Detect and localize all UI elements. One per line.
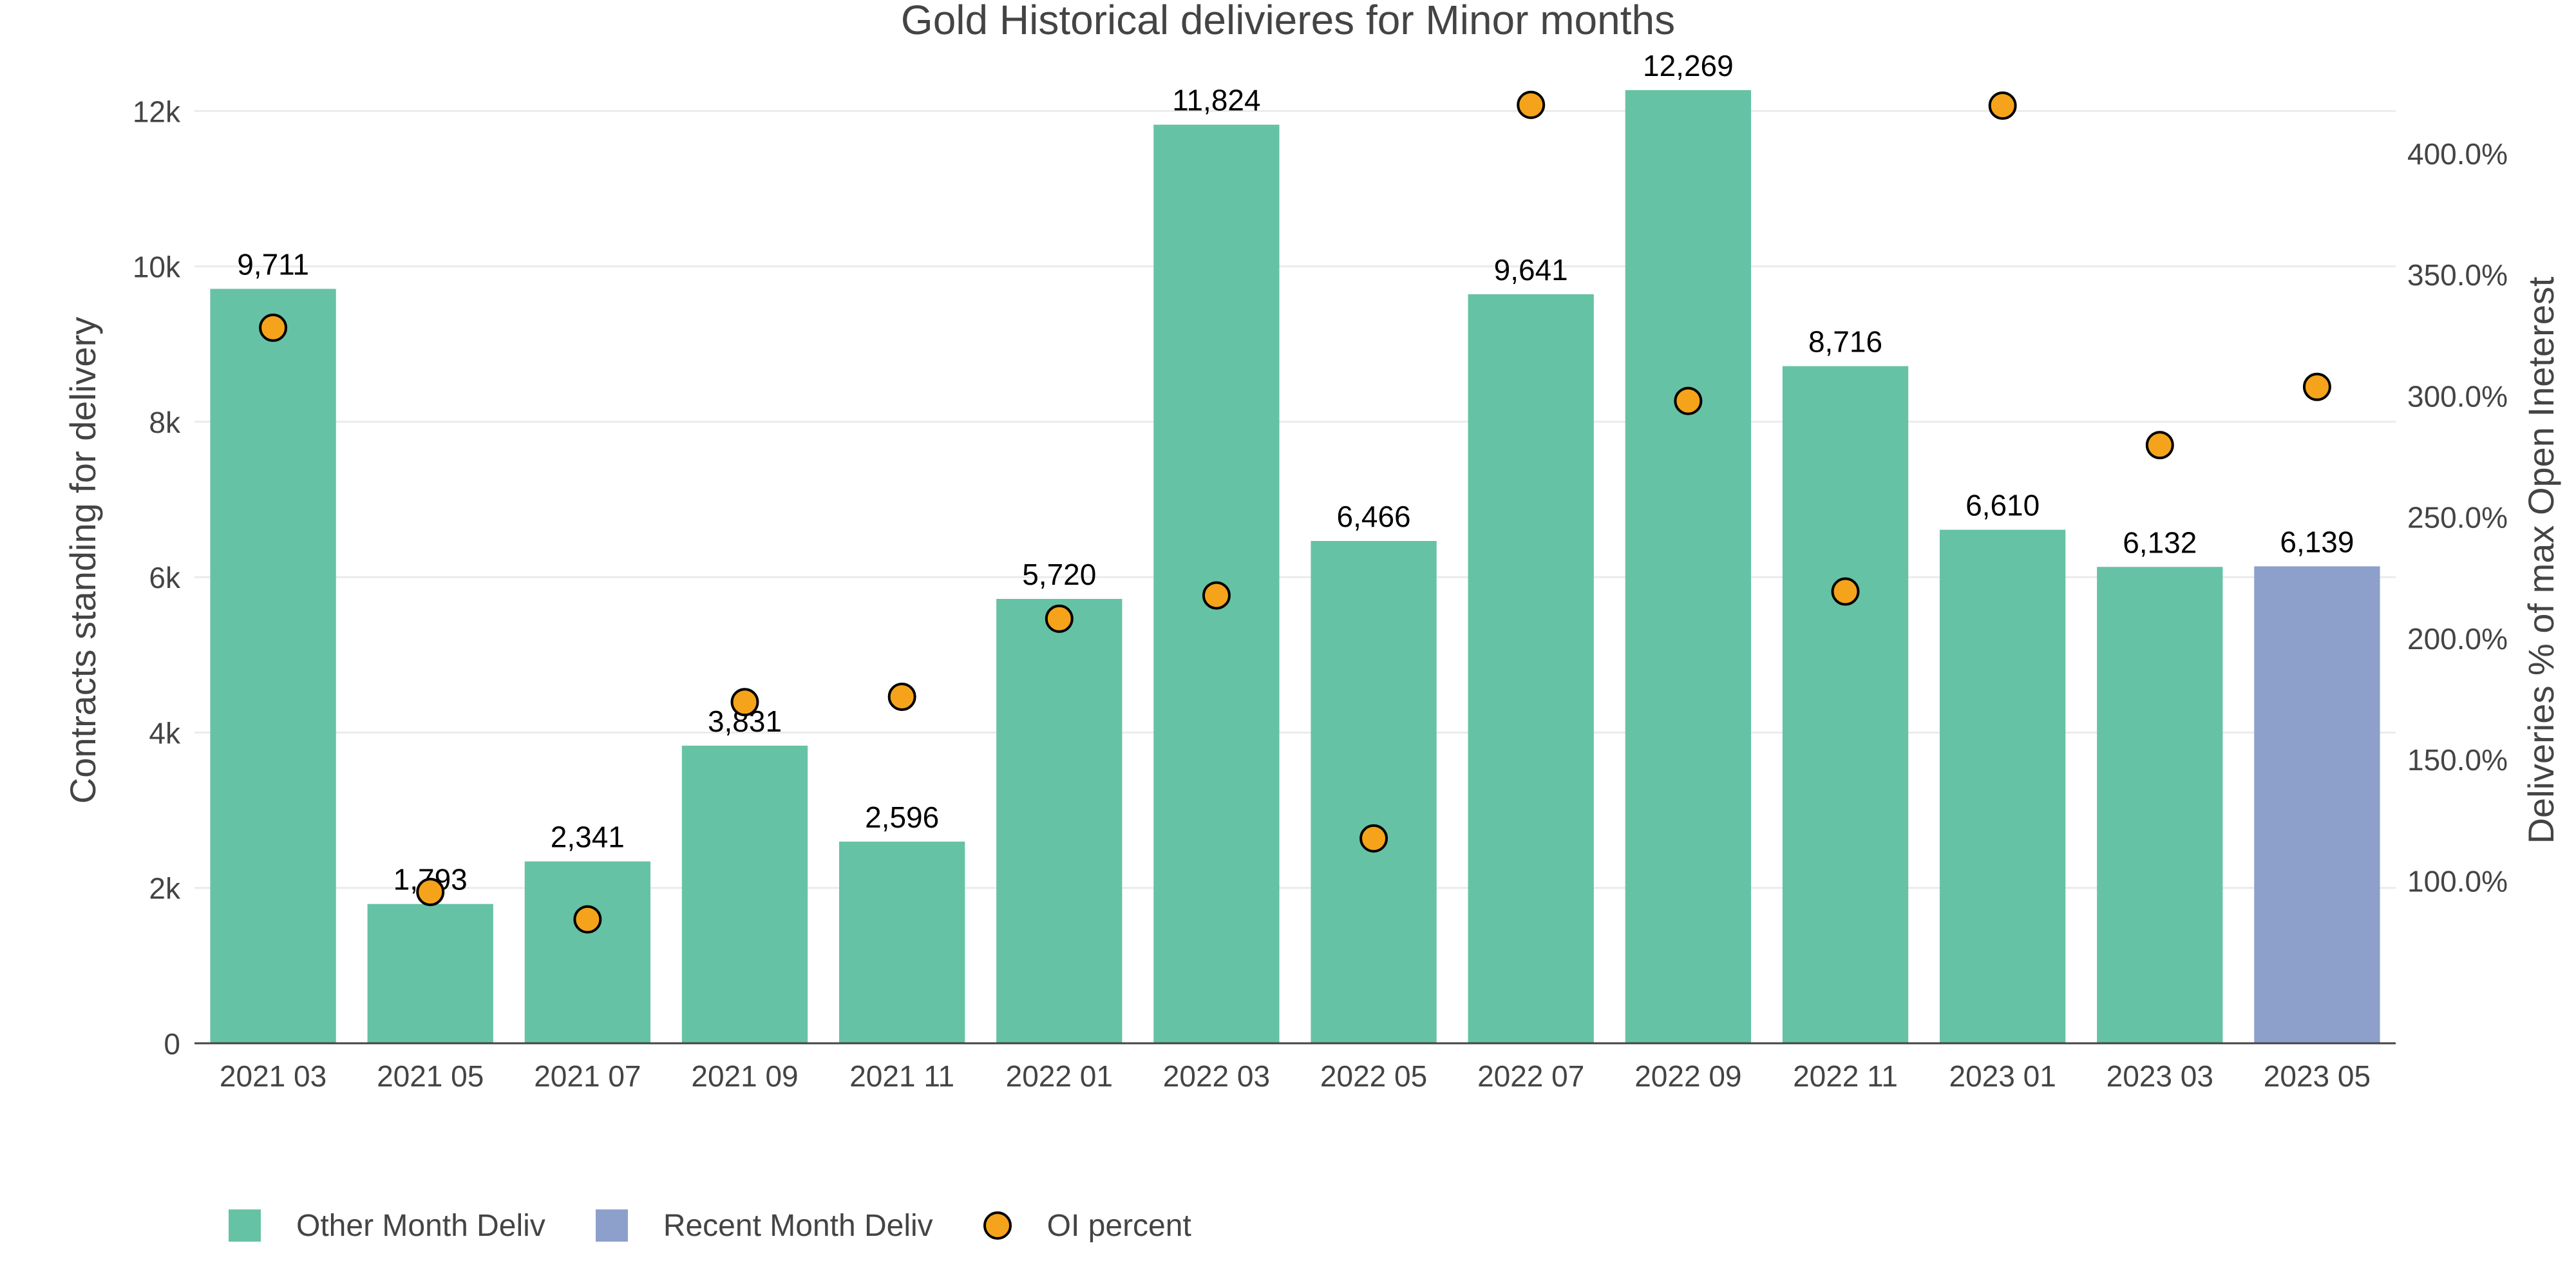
y2-tick-label: 350.0% [2407, 258, 2508, 292]
x-tick-label: 2021 07 [534, 1059, 641, 1093]
bar-other-month [1625, 90, 1752, 1043]
bar-other-month [1468, 294, 1594, 1043]
x-tick-label: 2023 03 [2107, 1059, 2213, 1093]
y-tick-label: 6k [149, 561, 181, 594]
legend-label-other-month: Other Month Deliv [296, 1208, 545, 1243]
y2-tick-label: 300.0% [2407, 379, 2508, 413]
y-tick-label: 0 [164, 1027, 180, 1061]
y2-tick-label: 100.0% [2407, 864, 2508, 898]
y-axis-title: Contracts standing for delivery [62, 317, 103, 804]
x-tick-label: 2021 09 [691, 1059, 798, 1093]
bar-data-label: 2,341 [551, 820, 625, 854]
y-tick-label: 4k [149, 716, 181, 750]
bar-data-label: 8,716 [1808, 325, 1882, 359]
oi-percent-marker [1517, 90, 1546, 119]
chart-title: Gold Historical delivieres for Minor mon… [901, 0, 1675, 43]
y2-tick-label: 400.0% [2407, 137, 2508, 171]
x-tick-label: 2022 01 [1006, 1059, 1113, 1093]
marker-layer [259, 90, 2331, 934]
axis-layer: 0 2k 4k 6k 8k 10k 12k 100.0% 150.0% 200.0% 250.0% 3… [133, 95, 2508, 1093]
y-tick-label: 12k [133, 95, 181, 128]
legend-item-recent-month[interactable]: Recent Month Deliv [595, 1208, 933, 1244]
y-tick-label: 8k [149, 406, 181, 439]
bar-other-month [2097, 567, 2223, 1043]
x-tick-label: 2022 11 [1793, 1059, 1898, 1093]
bar-other-month [367, 904, 493, 1043]
oi-percent-marker [1359, 824, 1388, 853]
bar-data-label: 9,711 [237, 248, 309, 281]
legend-swatch-recent-month [595, 1209, 628, 1242]
oi-percent-marker [2145, 431, 2174, 460]
oi-percent-marker [1202, 581, 1231, 610]
oi-percent-marker [1988, 91, 2017, 120]
bar-other-month [838, 841, 965, 1043]
bar-recent-month [2254, 566, 2380, 1043]
bar-data-label: 6,610 [1965, 489, 2040, 522]
bar-other-month [1782, 366, 1909, 1043]
bar-data-label: 6,132 [2123, 526, 2197, 559]
bar-data-label: 5,720 [1022, 558, 1096, 591]
legend-label-oi-percent: OI percent [1046, 1208, 1191, 1243]
label-layer: 9,7111,7932,3413,8312,5965,72011,8246,46… [237, 49, 2354, 896]
oi-percent-marker [2302, 372, 2331, 401]
x-tick-label: 2021 03 [220, 1059, 327, 1093]
x-tick-label: 2023 01 [1949, 1059, 2056, 1093]
oi-percent-marker [730, 688, 759, 717]
bar-data-label: 9,641 [1494, 253, 1568, 287]
bar-data-label: 2,596 [865, 800, 939, 834]
bar-data-label: 6,139 [2280, 525, 2354, 558]
x-tick-label: 2022 07 [1477, 1059, 1584, 1093]
y2-tick-label: 200.0% [2407, 622, 2508, 656]
x-tick-label: 2021 11 [849, 1059, 954, 1093]
bar-other-month [681, 745, 808, 1043]
x-tick-label: 2021 05 [377, 1059, 484, 1093]
oi-percent-marker [1674, 386, 1703, 415]
bar-layer [210, 90, 2380, 1044]
grid-layer [194, 109, 2396, 889]
oi-percent-marker [1045, 604, 1074, 633]
legend-marker-oi-percent [983, 1211, 1012, 1240]
x-tick-label: 2022 03 [1163, 1059, 1270, 1093]
y2-tick-label: 250.0% [2407, 501, 2508, 535]
bar-data-label: 12,269 [1643, 49, 1734, 82]
legend-item-other-month[interactable]: Other Month Deliv [229, 1208, 545, 1244]
bar-data-label: 6,466 [1337, 500, 1411, 533]
bar-other-month [1311, 540, 1437, 1043]
y-tick-label: 10k [133, 251, 181, 284]
x-tick-label: 2022 05 [1320, 1059, 1427, 1093]
legend-swatch-other-month [229, 1209, 261, 1242]
x-tick-label: 2023 05 [2264, 1059, 2371, 1093]
legend-label-recent-month: Recent Month Deliv [663, 1208, 933, 1243]
legend-item-oi-percent[interactable]: OI percent [983, 1208, 1191, 1244]
bar-other-month [996, 598, 1122, 1043]
bar-data-label: 11,824 [1172, 84, 1260, 117]
bar-other-month [1939, 529, 2066, 1043]
oi-percent-marker [416, 878, 445, 907]
bar-other-month [524, 861, 651, 1043]
oi-percent-marker [259, 313, 288, 342]
oi-percent-marker [1831, 577, 1860, 606]
bar-other-month [210, 289, 336, 1043]
x-tick-label: 2022 09 [1634, 1059, 1741, 1093]
y2-tick-label: 150.0% [2407, 743, 2508, 777]
legend: Other Month Deliv Recent Month Deliv OI … [229, 1203, 1242, 1248]
oi-percent-marker [887, 682, 916, 711]
oi-percent-marker [573, 905, 602, 934]
y-tick-label: 2k [149, 872, 181, 905]
y2-axis-title: Deliveries % of max Open Ineterest [2521, 276, 2561, 844]
